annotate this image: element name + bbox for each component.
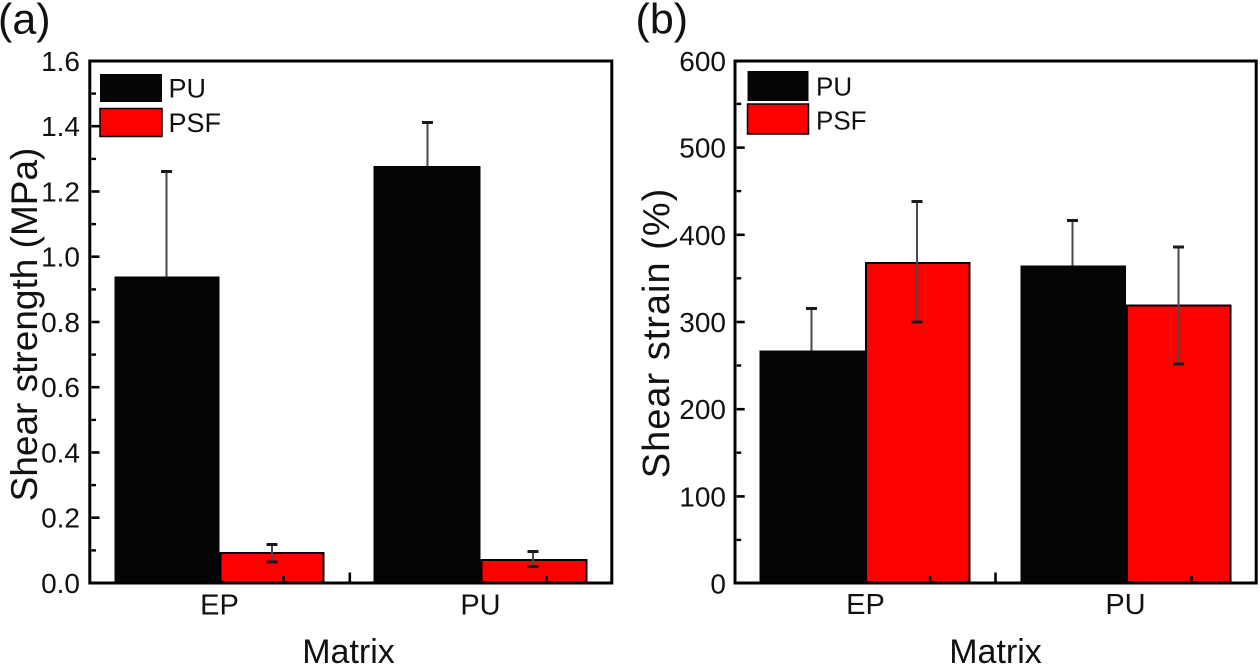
svg-text:0.2: 0.2 xyxy=(41,503,80,534)
svg-text:100: 100 xyxy=(679,481,726,512)
svg-text:(b): (b) xyxy=(636,0,689,44)
svg-text:PU: PU xyxy=(460,590,500,622)
svg-text:PU: PU xyxy=(816,72,852,102)
svg-text:1.6: 1.6 xyxy=(41,46,80,77)
svg-text:500: 500 xyxy=(679,133,726,164)
svg-text:Matrix: Matrix xyxy=(949,633,1042,666)
svg-text:Shear strength (MPa): Shear strength (MPa) xyxy=(4,148,45,502)
svg-text:Shear strain (%): Shear strain (%) xyxy=(636,188,678,479)
svg-text:EP: EP xyxy=(846,589,885,621)
svg-text:PU: PU xyxy=(1105,589,1145,621)
svg-text:(a): (a) xyxy=(0,0,51,44)
svg-text:400: 400 xyxy=(679,220,726,251)
svg-text:0.0: 0.0 xyxy=(41,568,80,599)
svg-text:PSF: PSF xyxy=(816,106,867,136)
svg-text:PU: PU xyxy=(169,74,207,104)
svg-text:EP: EP xyxy=(200,590,239,622)
svg-text:0.4: 0.4 xyxy=(41,438,80,469)
svg-text:600: 600 xyxy=(679,46,726,77)
svg-text:0: 0 xyxy=(710,569,726,600)
svg-text:PSF: PSF xyxy=(169,108,222,138)
svg-text:1.4: 1.4 xyxy=(41,111,80,142)
svg-text:Matrix: Matrix xyxy=(302,633,395,666)
svg-text:1.2: 1.2 xyxy=(41,177,80,208)
svg-text:200: 200 xyxy=(679,394,726,425)
svg-text:300: 300 xyxy=(679,307,726,338)
svg-text:0.8: 0.8 xyxy=(41,307,80,338)
svg-text:0.6: 0.6 xyxy=(41,372,80,403)
svg-text:1.0: 1.0 xyxy=(41,242,80,273)
